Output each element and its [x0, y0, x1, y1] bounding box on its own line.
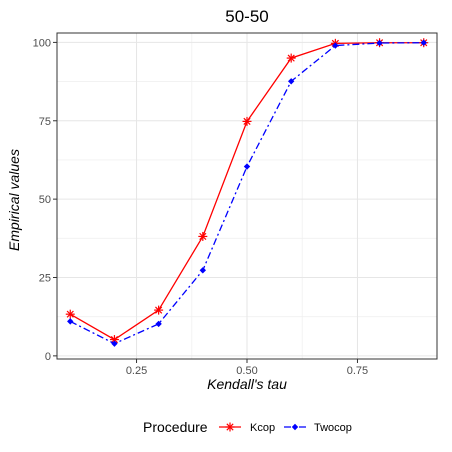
x-tick-label: 0.50 [236, 365, 257, 377]
asterisk-stroke [66, 310, 74, 318]
asterisk-stroke [199, 232, 207, 241]
series-layer [65, 38, 429, 347]
legend-items: Kcop Twocop [219, 422, 352, 434]
asterisk-stroke [110, 335, 119, 344]
x-tick-label: 0.25 [126, 365, 147, 377]
twocop-data-point [155, 320, 162, 328]
twocop-data-point [287, 78, 295, 85]
y-tick-label: 25 [39, 273, 51, 285]
asterisk-stroke [155, 306, 163, 314]
y-tick-label: 0 [45, 351, 51, 363]
kcop-data-point [154, 305, 164, 315]
legend: Procedure Kcop Twocop [143, 419, 352, 435]
kcop-data-point [65, 309, 75, 319]
asterisk-stroke [226, 423, 234, 431]
y-axis-label: Empirical values [6, 149, 22, 251]
kcop-data-point [198, 231, 208, 241]
legend-label-kcop: Kcop [250, 422, 275, 434]
twocop-data-point [199, 267, 207, 274]
twocop-data-point [332, 42, 339, 49]
x-axis-label: Kendall's tau [207, 376, 287, 392]
y-tick-label: 75 [39, 116, 51, 128]
legend-marker-kcop [225, 422, 235, 432]
twocop-data-point [67, 318, 74, 325]
chart-title: 50-50 [225, 7, 268, 26]
legend-marker-twocop [291, 423, 299, 431]
y-tick-label: 100 [33, 37, 51, 49]
asterisk-stroke [243, 117, 251, 126]
twocop-data-point [243, 163, 251, 170]
asterisk-stroke [287, 54, 295, 62]
kcop-data-point [286, 53, 296, 63]
legend-title: Procedure [143, 419, 208, 435]
twocop-data-point [111, 340, 118, 347]
y-axis: 0 25 50 75 100 [33, 37, 57, 363]
x-tick-label: 0.75 [347, 365, 368, 377]
twocop-data-point [376, 39, 383, 47]
y-tick-label: 50 [39, 194, 51, 206]
twocop-data-point [420, 39, 427, 46]
x-axis: 0.25 0.50 0.75 [126, 359, 368, 377]
legend-label-twocop: Twocop [314, 422, 352, 434]
kcop-data-point [242, 116, 252, 126]
